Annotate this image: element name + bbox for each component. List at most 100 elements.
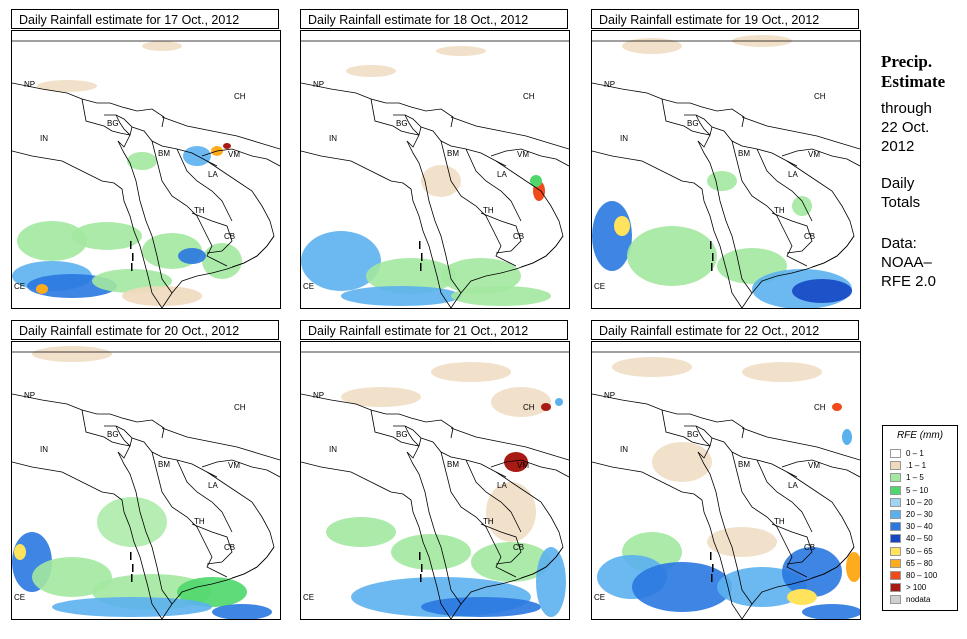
country-label-ce: CE	[303, 282, 314, 291]
data-line-2: NOAA–	[881, 254, 932, 271]
panel-title: Daily Rainfall estimate for 19 Oct., 201…	[591, 9, 859, 29]
legend-entry: 0 – 1	[890, 448, 956, 459]
country-label-bm: BM	[738, 149, 750, 158]
legend-label: 5 – 10	[906, 485, 929, 495]
rain-area	[346, 65, 396, 77]
through-text: through 22 Oct. 2012	[881, 99, 932, 156]
legend-label: 80 – 100	[906, 571, 938, 580]
country-boundary	[697, 451, 753, 605]
country-boundary	[480, 212, 522, 254]
island	[710, 552, 712, 560]
legend-label: nodata	[906, 595, 931, 605]
through-line-2: 22 Oct.	[881, 119, 930, 136]
legend-swatch	[890, 485, 901, 495]
panel-title: Daily Rainfall estimate for 22 Oct., 201…	[591, 320, 859, 340]
country-boundary	[771, 212, 813, 254]
rain-area	[341, 286, 461, 306]
country-label-ce: CE	[14, 282, 25, 291]
heading-line-2: Estimate	[881, 72, 946, 91]
map-canvas: NP CH IN BG BM VM LA TH CB CE	[301, 40, 569, 308]
island	[131, 263, 133, 271]
rainfall-map: NP CH IN BG BM VM LA TH CB CE	[591, 341, 861, 620]
country-boundary	[440, 140, 517, 267]
country-label-cb: CB	[513, 232, 524, 241]
legend-entry: 1 – 5	[890, 472, 956, 483]
country-boundary	[731, 140, 808, 267]
legend-label: 1 – 5	[906, 473, 924, 483]
country-boundary	[370, 409, 422, 447]
legend-swatch	[890, 473, 901, 483]
country-label-th: TH	[483, 517, 494, 526]
daily-totals-text: Daily Totals	[881, 174, 920, 212]
country-boundary	[781, 459, 860, 478]
rain-area	[177, 577, 247, 607]
rain-area	[17, 221, 87, 261]
country-boundary	[450, 235, 564, 308]
data-line-1: Data:	[881, 235, 917, 252]
country-label-ch: CH	[234, 92, 246, 101]
country-boundary	[161, 427, 280, 461]
legend-entry: 30 – 40	[890, 521, 956, 532]
rainfall-panel-oct21: Daily Rainfall estimate for 21 Oct., 201…	[300, 320, 570, 620]
country-boundary	[450, 546, 564, 619]
country-boundary	[161, 235, 275, 308]
daily-line-1: Daily	[881, 175, 915, 192]
country-boundary	[301, 82, 454, 128]
country-label-np: NP	[604, 80, 615, 89]
country-boundary	[592, 82, 745, 128]
island	[710, 241, 712, 249]
country-boundary	[440, 451, 517, 578]
rainfall-map: NP CH IN BG BM VM LA TH CB CE	[300, 30, 570, 309]
map-canvas: NP CH IN BG BM VM LA TH CB CE	[301, 351, 569, 619]
island	[711, 574, 713, 582]
country-label-in: IN	[329, 134, 337, 143]
country-label-bg: BG	[107, 119, 119, 128]
country-boundary	[301, 150, 452, 308]
legend-swatch	[890, 546, 901, 556]
island	[421, 253, 423, 261]
country-boundary	[115, 425, 131, 459]
country-boundary	[404, 114, 420, 148]
country-label-vm: VM	[808, 461, 820, 470]
country-boundary	[176, 148, 233, 222]
country-label-bm: BM	[158, 460, 170, 469]
legend-label: 65 – 80	[906, 558, 933, 568]
rain-area	[627, 226, 717, 286]
country-boundary	[592, 393, 745, 439]
legend-entry: > 100	[890, 582, 956, 593]
legend-title: RFE (mm)	[896, 430, 944, 441]
rain-area	[178, 248, 206, 264]
rain-area	[541, 403, 551, 411]
legend-label: 20 – 30	[906, 510, 933, 519]
country-label-bm: BM	[158, 149, 170, 158]
country-boundary	[406, 451, 462, 605]
country-boundary	[117, 451, 173, 605]
country-boundary	[12, 82, 165, 128]
country-label-vm: VM	[517, 461, 529, 470]
country-boundary	[661, 409, 713, 447]
country-boundary	[420, 126, 507, 167]
rainfall-panel-oct18: Daily Rainfall estimate for 18 Oct., 201…	[300, 9, 570, 309]
rainfall-panel-oct22: Daily Rainfall estimate for 22 Oct., 201…	[591, 320, 861, 620]
rain-area	[707, 527, 777, 557]
island	[132, 564, 134, 572]
country-label-vm: VM	[228, 150, 240, 159]
legend-entry: 65 – 80	[890, 558, 956, 569]
legend-label: 50 – 65	[906, 546, 933, 556]
rain-area	[612, 357, 692, 377]
country-boundary	[465, 148, 522, 222]
country-label-bm: BM	[447, 460, 459, 469]
country-label-la: LA	[208, 481, 218, 490]
country-boundary	[450, 116, 569, 150]
country-boundary	[161, 546, 275, 619]
rain-area	[212, 604, 272, 619]
rain-area	[782, 547, 842, 597]
legend-entry: 80 – 100	[890, 570, 956, 581]
map-canvas: NP CH IN BG BM VM LA TH CB CE	[592, 35, 860, 308]
country-boundary	[711, 126, 798, 167]
data-line-3: RFE 2.0	[881, 273, 937, 290]
map-canvas: NP CH IN BG BM VM LA TH CB CE	[592, 351, 860, 619]
country-boundary	[490, 148, 569, 167]
country-boundary	[731, 451, 808, 578]
map-canvas: NP CH IN BG BM VM LA TH CB CE	[12, 40, 280, 308]
